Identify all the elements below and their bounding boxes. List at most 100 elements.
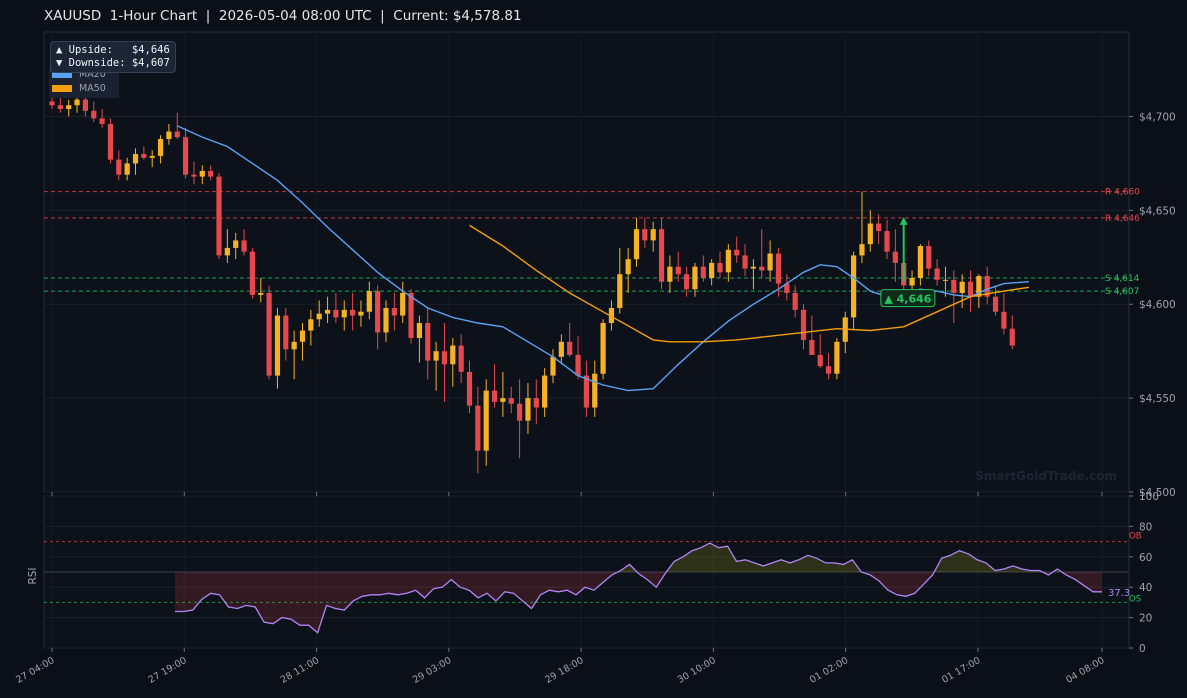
candle-down [116,159,122,175]
candle-down [441,351,448,365]
candle-down [684,274,690,290]
ma50-swatch [52,85,72,92]
candle-up [324,309,331,314]
price-plot-area [43,31,1130,493]
candle-up [433,351,439,361]
candle-down [57,105,63,109]
candle-up [550,356,556,376]
candle-down [1009,328,1015,346]
candle-up [299,330,306,342]
candle-up [74,99,80,106]
candle-up [149,155,155,158]
candle-down [91,110,97,119]
candle-down [183,137,189,175]
candle-up [709,262,715,278]
price-tick-label: $4,600 [1139,299,1176,311]
candle-down [49,101,55,106]
candle-down [817,354,823,367]
candle-down [533,398,539,408]
candle-up [633,229,640,260]
candle-down [825,366,832,374]
candle-down [391,308,397,316]
price-panel: $4,500 $4,550 $4,600 $4,650 $4,700 SmartGoldT… [43,31,1176,499]
ma50-line [469,224,1030,343]
level-label-resistance: R 4,660 [1105,188,1140,198]
candle-up [909,277,915,286]
candle-up [500,398,506,402]
legend-item-ma50: MA50 [52,83,106,94]
candle-down [508,398,514,404]
candle-down [333,309,339,318]
level-label-support: S 4,614 [1105,274,1140,284]
rsi-tick-label: 60 [1139,552,1152,564]
candle-up [625,259,631,275]
candle-up [341,309,347,318]
candle-up [667,266,673,282]
candle-up [416,323,422,339]
legend: MA20 MA50 [49,68,119,98]
candle-up [166,131,172,140]
level-label-resistance: R 4,646 [1105,214,1140,224]
x-tick-label: 04 08:00 [1064,655,1106,686]
x-tick-label: 27 19:00 [146,655,188,686]
candle-up [725,249,731,273]
candle-up [617,274,623,308]
candle-down [266,292,272,376]
candle-down [517,403,523,421]
candle-up [558,341,564,357]
watermark: SmartGoldTrade.com [975,469,1117,483]
candle-down [491,390,498,402]
candle-down [675,266,681,275]
level-label-support: S 4,607 [1105,287,1139,297]
rsi-tick-label: 100 [1139,491,1159,503]
price-tick-label: $4,500 [1139,487,1176,499]
candle-down [876,223,882,232]
candle-down [892,251,898,263]
candle-up [366,291,372,312]
legend-label-ma20: MA20 [79,69,106,80]
candle-up [650,229,656,241]
x-tick-label: 29 18:00 [543,655,585,686]
x-tick-label: 27 04:00 [14,655,56,686]
candle-down [191,174,197,177]
candle-up [233,240,239,248]
candle-down [934,268,940,280]
candle-up [132,154,139,164]
candle-down [575,354,581,376]
x-tick-label: 29 03:00 [411,655,453,686]
candle-down [951,279,957,293]
candle-down [1001,311,1007,329]
candle-up [942,279,949,281]
candle-up [959,281,965,293]
candle-down [82,99,88,111]
rsi-bullish-fill [175,543,1102,572]
candle-up [976,276,982,297]
candle-down [466,371,473,406]
candle-down [884,231,890,252]
candle-down [784,283,790,293]
candle-down [583,375,589,408]
x-tick-label: 01 17:00 [940,655,982,686]
candle-up [600,323,606,374]
candle-down [792,292,798,310]
price-tick-label: $4,650 [1139,205,1176,217]
candle-down [375,291,381,333]
chart-title: XAUUSD 1-Hour Chart | 2026-05-04 08:00 U… [44,8,522,24]
candle-down [350,309,356,316]
price-tick-label: $4,550 [1139,393,1176,405]
upside-target: ▲ Upside: $4,646 [56,44,170,56]
rsi-os-label: OS [1129,594,1141,604]
candle-up [542,375,548,408]
candle-down [567,341,573,355]
candle-up [917,246,923,278]
x-tick-label: 30 10:00 [676,655,718,686]
candle-down [174,131,180,138]
candle-up [66,105,72,109]
candle-up [851,255,857,318]
candle-up [400,292,406,316]
candle-down [107,124,114,160]
rsi-tick-label: 20 [1139,613,1152,625]
candle-down [700,266,706,278]
